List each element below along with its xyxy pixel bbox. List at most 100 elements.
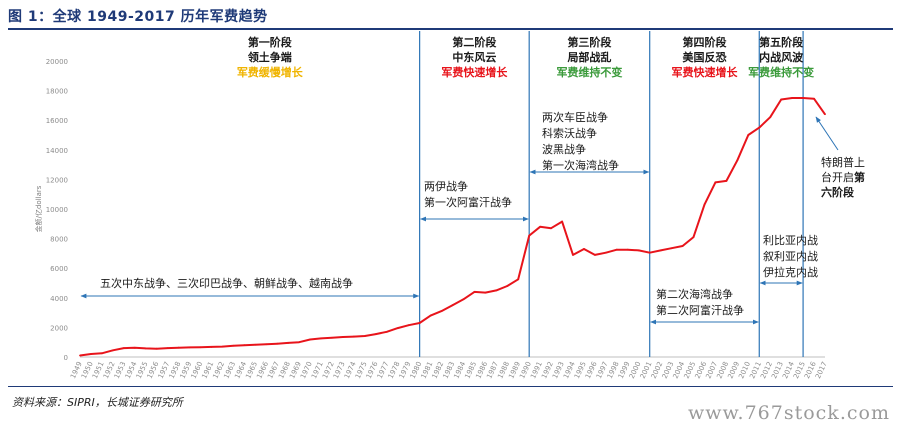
trump-note-line1: 特朗普上 [821,155,865,169]
y-tick-label: 20000 [46,58,68,66]
data-point [725,179,728,182]
y-tick-label: 0 [64,354,68,362]
data-point [802,97,804,99]
wars-phase3: 波黑战争 [542,142,586,156]
data-point [626,248,629,251]
data-point [615,248,618,251]
data-point [101,352,103,355]
data-point [692,236,695,239]
phase-trend: 军费维持不变 [748,65,814,79]
y-tick-label: 2000 [50,324,68,332]
data-point [714,181,717,184]
data-point [287,342,290,344]
wars-phase3: 第一次海湾战争 [542,158,619,172]
y-tick-label: 4000 [50,295,68,303]
data-point [122,347,125,350]
wars-phase3: 两次车臣战争 [542,110,608,124]
data-point [539,225,542,228]
wars-phase1: 五次中东战争、三次印巴战争、朝鲜战争、越南战争 [100,276,353,290]
data-point [396,327,399,330]
y-tick-label: 18000 [46,88,68,96]
data-point [736,159,739,162]
data-point [79,354,81,357]
source-note: 资料来源：SIPRI，长城证券研究所 [12,396,183,409]
wars-phase2: 两伊战争 [424,179,468,193]
y-tick-label: 8000 [50,236,68,244]
data-point [604,251,607,254]
wars-phase4: 第二次海湾战争 [656,287,733,301]
data-point [528,234,531,237]
y-tick-label: 12000 [46,176,68,184]
y-tick-label: 6000 [50,265,68,273]
figure-title: 图 1：全球 1949-2017 历年军费趋势 [8,9,268,25]
phase-name: 第五阶段 [759,35,803,49]
data-point [320,337,322,340]
data-point [331,336,333,339]
wars-phase2: 第一次阿富汗战争 [424,195,512,209]
data-point [265,343,268,346]
data-point [166,347,169,350]
data-point [243,344,246,347]
phase-name: 第四阶段 [682,35,726,49]
source-rule [8,386,893,387]
y-axis-label: 金额/亿dollars [34,185,43,232]
data-point [813,97,815,100]
series-layer [79,97,826,357]
data-point [374,333,377,335]
data-point [188,346,191,349]
data-point [769,116,772,119]
data-point [144,347,147,350]
data-point [440,310,443,313]
data-point [594,253,596,256]
wars-phase4: 第二次阿富汗战争 [656,303,744,317]
data-point [232,344,235,347]
data-point [550,227,553,230]
data-point [199,346,202,349]
wars-phase5: 叙利亚内战 [763,249,818,263]
wars-phase5: 伊拉克内战 [763,265,818,279]
data-point [385,330,388,333]
phase-trend: 军费缓慢增长 [237,65,304,79]
phase-topic: 领土争端 [247,50,292,64]
data-point [462,298,465,301]
data-point [111,349,114,352]
data-point [484,291,487,294]
data-point [254,343,257,346]
data-point [583,248,585,250]
data-point [352,335,355,338]
wars-phase3: 科索沃战争 [542,126,597,140]
wars-phase5: 利比亚内战 [763,233,818,247]
phase-topic: 中东风云 [452,50,496,64]
data-point [298,341,301,344]
data-point [495,289,498,292]
data-point [309,338,311,341]
data-point [703,203,706,206]
data-point [210,346,213,348]
phase-trend: 军费快速增长 [441,65,508,79]
data-point [90,353,92,355]
trump-note-line2: 台开启第 [821,170,865,184]
trump-note-line3: 六阶段 [821,185,854,199]
arrow-layer [80,116,839,325]
data-point [221,345,224,348]
data-point [747,134,750,136]
data-point [758,126,761,129]
phase-trend: 军费维持不变 [556,65,622,79]
phase-trend: 军费快速增长 [671,65,738,79]
data-point [659,249,662,252]
data-point [780,98,783,101]
phase-name: 第一阶段 [248,35,292,49]
data-point [824,113,826,116]
data-point [637,249,640,252]
trump-arrow [815,116,839,151]
data-point [407,324,410,327]
y-tick-label: 10000 [46,206,68,214]
data-point [473,290,476,293]
data-point [791,97,794,99]
data-point [429,314,432,317]
watermark: www.767stock.com [688,402,890,424]
data-point [517,278,520,281]
data-point [418,322,421,324]
data-point [670,247,673,250]
